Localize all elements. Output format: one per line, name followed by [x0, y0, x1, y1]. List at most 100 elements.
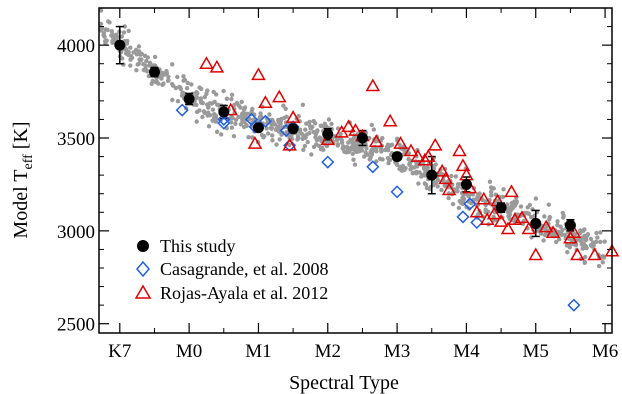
- background-point: [149, 81, 154, 87]
- background-point: [329, 121, 334, 127]
- background-point: [98, 8, 104, 13]
- background-point: [406, 151, 412, 156]
- background-point: [584, 245, 589, 251]
- rojas-ayala-point: [393, 136, 408, 149]
- background-point: [582, 227, 587, 232]
- y-tick-label: 2500: [57, 315, 95, 336]
- background-point: [267, 112, 272, 117]
- background-point: [317, 135, 322, 140]
- casagrande-point: [470, 215, 484, 230]
- background-point: [197, 85, 202, 90]
- background-point: [395, 136, 400, 141]
- background-point: [305, 139, 310, 145]
- this-study-point: [530, 217, 542, 229]
- background-point: [194, 90, 199, 95]
- rojas-ayala-point: [420, 149, 436, 162]
- background-point: [528, 214, 534, 220]
- background-point: [316, 143, 322, 148]
- casagrande-point: [175, 103, 189, 117]
- rojas-ayala-point: [417, 152, 433, 166]
- background-point: [344, 149, 349, 155]
- x-tick-label: M6: [592, 341, 618, 362]
- rojas-ayala-point: [500, 221, 516, 235]
- background-point: [233, 121, 238, 127]
- background-point: [214, 129, 220, 134]
- background-point: [315, 128, 320, 133]
- rojas-ayala-point: [209, 59, 225, 73]
- background-point: [560, 227, 565, 233]
- background-point: [411, 165, 417, 170]
- casagrande-point: [217, 112, 231, 126]
- background-point: [309, 152, 314, 157]
- background-point: [236, 114, 241, 120]
- background-point: [128, 57, 133, 62]
- background-point: [514, 199, 519, 204]
- this-study-point: [148, 66, 160, 78]
- rojas-ayala-point: [382, 113, 398, 127]
- background-point: [229, 96, 234, 102]
- rojas-ayala-point: [538, 219, 554, 233]
- background-point: [161, 81, 166, 86]
- casagrande-point: [217, 116, 231, 130]
- rojas-ayala-point: [341, 119, 356, 133]
- rojas-ayala-point: [521, 221, 537, 235]
- x-tick-label: K7: [108, 341, 131, 362]
- background-point: [371, 127, 376, 132]
- background-point: [213, 119, 219, 124]
- background-point: [589, 244, 595, 249]
- y-tick-label: 4000: [57, 36, 95, 57]
- background-point: [326, 117, 332, 122]
- background-point: [598, 239, 603, 245]
- rojas-ayala-point: [427, 137, 443, 151]
- background-point: [374, 149, 379, 154]
- casagrande-point: [366, 160, 380, 174]
- background-point: [239, 113, 245, 118]
- background-point: [270, 121, 276, 126]
- background-point: [416, 181, 421, 186]
- background-point: [414, 169, 419, 175]
- background-point: [166, 78, 171, 83]
- background-point: [197, 108, 202, 113]
- background-point: [311, 118, 316, 124]
- legend-label-this-study: This study: [160, 236, 236, 256]
- background-point: [300, 102, 306, 108]
- rojas-ayala-point: [438, 171, 453, 185]
- background-point: [229, 120, 234, 125]
- background-point: [369, 122, 374, 128]
- background-point: [261, 135, 266, 140]
- background-point: [210, 107, 216, 112]
- rojas-ayala-point: [247, 136, 263, 149]
- background-point: [104, 38, 109, 43]
- background-point: [189, 82, 194, 87]
- background-point: [313, 135, 318, 140]
- background-point: [354, 149, 359, 155]
- y-axis-title-main: Model T: [10, 169, 32, 238]
- background-point: [147, 60, 153, 65]
- background-point: [488, 185, 494, 190]
- background-point: [114, 32, 119, 37]
- background-point: [278, 121, 283, 126]
- this-study-point: [391, 151, 403, 163]
- rojas-ayala-point: [493, 214, 509, 227]
- background-point: [600, 254, 606, 259]
- background-point: [558, 224, 563, 229]
- rojas-ayala-point: [282, 137, 297, 151]
- background-point: [209, 101, 215, 106]
- background-point: [578, 230, 583, 235]
- background-point: [557, 237, 562, 242]
- background-point: [233, 117, 239, 123]
- background-point: [119, 34, 125, 39]
- background-point: [206, 104, 211, 110]
- casagrande-point: [456, 210, 470, 224]
- background-point: [598, 230, 603, 235]
- axis-layer: K7 M0 M1 M2 M3 M4 M5 M6 2500 3000 3500 4000: [57, 7, 618, 362]
- background-point: [546, 202, 551, 207]
- rojas-ayala-point: [441, 182, 457, 196]
- background-point: [335, 142, 341, 147]
- rojas-ayala-point: [348, 123, 363, 136]
- background-point: [98, 21, 104, 27]
- background-point: [477, 191, 482, 196]
- rojas-ayala-point: [504, 184, 519, 198]
- background-point: [423, 182, 429, 187]
- background-point: [580, 246, 585, 251]
